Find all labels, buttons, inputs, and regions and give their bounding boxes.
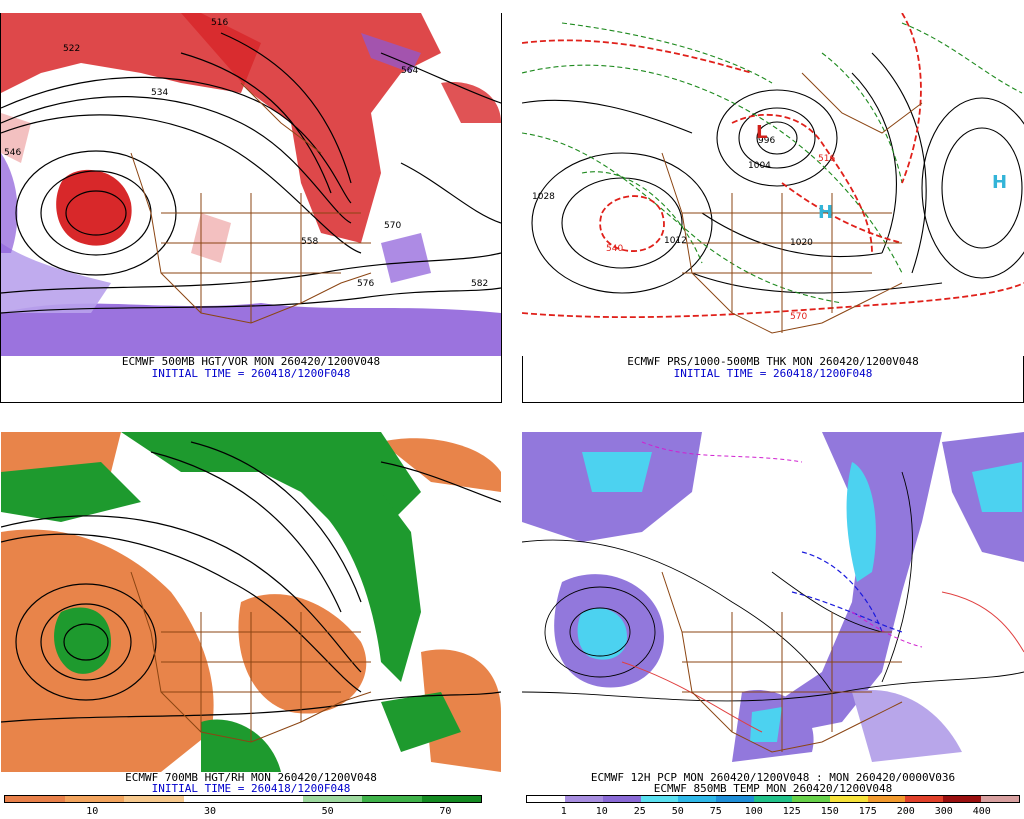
colorbar-tick-label: 100 <box>744 806 763 817</box>
colorbar-swatch <box>640 796 679 802</box>
isobar-label-1004: 1004 <box>748 161 771 171</box>
isobar-label-1020: 1020 <box>790 238 813 248</box>
colorbar-swatch <box>829 796 868 802</box>
contour-label-576: 576 <box>357 279 374 289</box>
colorbar-swatch <box>5 796 65 802</box>
colorbar-tick-label: 1 <box>560 806 567 817</box>
rh-colorbar-ticks: 1030507090 <box>4 806 569 818</box>
caption-500mb: ECMWF 500MB HGT/VOR MON 260420/1200V048 <box>121 355 381 368</box>
init-time-prs-thickness: INITIAL TIME = 260418/1200F048 <box>673 367 873 380</box>
colorbar-tick-label: 200 <box>896 806 915 817</box>
map-precip-850temp <box>522 432 1024 772</box>
caption-700mb: ECMWF 700MB HGT/RH MON 260420/1200V048 <box>125 771 377 784</box>
thickness-label-540: 540 <box>606 244 623 254</box>
panel-700mb-rh: ECMWF 700MB HGT/RH MON 260420/1200V048 I… <box>0 432 569 819</box>
precip-colorbar <box>526 795 1020 803</box>
colorbar-swatch <box>943 796 982 802</box>
caption-precip: ECMWF 12H PCP MON 260420/1200V048 : MON … <box>590 771 956 784</box>
colorbar-swatch <box>678 796 717 802</box>
colorbar-swatch <box>791 796 830 802</box>
colorbar-tick-label: 50 <box>671 806 684 817</box>
precip-colorbar-ticks: 1 10 25 50 75 100 125 150 175 200 300 400 <box>526 806 1020 818</box>
colorbar-tick-label: 400 <box>972 806 991 817</box>
contour-label-522: 522 <box>63 44 80 54</box>
thickness-label-570: 570 <box>790 312 807 322</box>
panel-500mb-vorticity: 516 522 534 546 558 564 570 576 582 ECMW… <box>0 13 502 403</box>
colorbar-swatch <box>124 796 184 802</box>
colorbar-swatch <box>905 796 944 802</box>
colorbar-swatch <box>302 796 362 802</box>
rh-colorbar <box>4 795 482 803</box>
contour-label-564: 564 <box>401 66 418 76</box>
map-700mb-rh <box>1 432 501 772</box>
colorbar-swatch <box>716 796 755 802</box>
colorbar-swatch <box>421 796 481 802</box>
contour-label-546: 546 <box>4 148 21 158</box>
init-time-700mb: INITIAL TIME = 260418/1200F048 <box>151 782 351 795</box>
colorbar-tick-label: 75 <box>709 806 722 817</box>
colorbar-swatch <box>867 796 906 802</box>
colorbar-tick-label: 175 <box>858 806 877 817</box>
high-pressure-marker: H <box>992 172 1007 193</box>
colorbar-tick-label: 10 <box>595 806 608 817</box>
contour-label-534: 534 <box>151 88 168 98</box>
colorbar-swatch <box>602 796 641 802</box>
colorbar-tick-label: 70 <box>439 806 452 817</box>
colorbar-tick-label: 50 <box>321 806 334 817</box>
contour-label-558: 558 <box>301 237 318 247</box>
colorbar-swatch <box>183 796 243 802</box>
caption-prs-thickness: ECMWF PRS/1000-500MB THK MON 260420/1200… <box>627 355 919 368</box>
contour-label-516: 516 <box>211 18 228 28</box>
colorbar-tick-label: 150 <box>820 806 839 817</box>
colorbar-swatch <box>564 796 603 802</box>
colorbar-swatch <box>243 796 303 802</box>
thickness-label-516: 516 <box>818 154 835 164</box>
colorbar-swatch <box>527 796 565 802</box>
map-500mb: 516 522 534 546 558 564 570 576 582 <box>1 13 501 356</box>
colorbar-tick-label: 10 <box>86 806 99 817</box>
isobar-label-1028: 1028 <box>532 192 555 202</box>
panel-precip-850temp: ECMWF 12H PCP MON 260420/1200V048 : MON … <box>522 432 1024 819</box>
contour-label-570: 570 <box>384 221 401 231</box>
init-time-500mb: INITIAL TIME = 260418/1200F048 <box>151 367 351 380</box>
colorbar-tick-label: 125 <box>782 806 801 817</box>
colorbar-swatch <box>981 796 1019 802</box>
low-pressure-marker: L <box>756 122 767 143</box>
colorbar-swatch <box>754 796 792 802</box>
isobar-label-996: 996 <box>758 136 775 146</box>
colorbar-tick-label: 25 <box>633 806 646 817</box>
colorbar-tick-label: 300 <box>934 806 953 817</box>
panel-prs-thickness: 1028 1012 996 1004 1020 516 540 570 H H … <box>522 13 1024 403</box>
colorbar-swatch <box>362 796 422 802</box>
colorbar-tick-label: 30 <box>203 806 217 817</box>
contour-label-582: 582 <box>471 279 488 289</box>
colorbar-swatch <box>64 796 124 802</box>
caption-850temp: ECMWF 850MB TEMP MON 260420/1200V048 <box>653 782 893 795</box>
high-pressure-marker: H <box>818 202 833 223</box>
isobar-label-1012: 1012 <box>664 236 687 246</box>
map-prs-thickness: 1028 1012 996 1004 1020 516 540 570 H H … <box>522 13 1024 356</box>
